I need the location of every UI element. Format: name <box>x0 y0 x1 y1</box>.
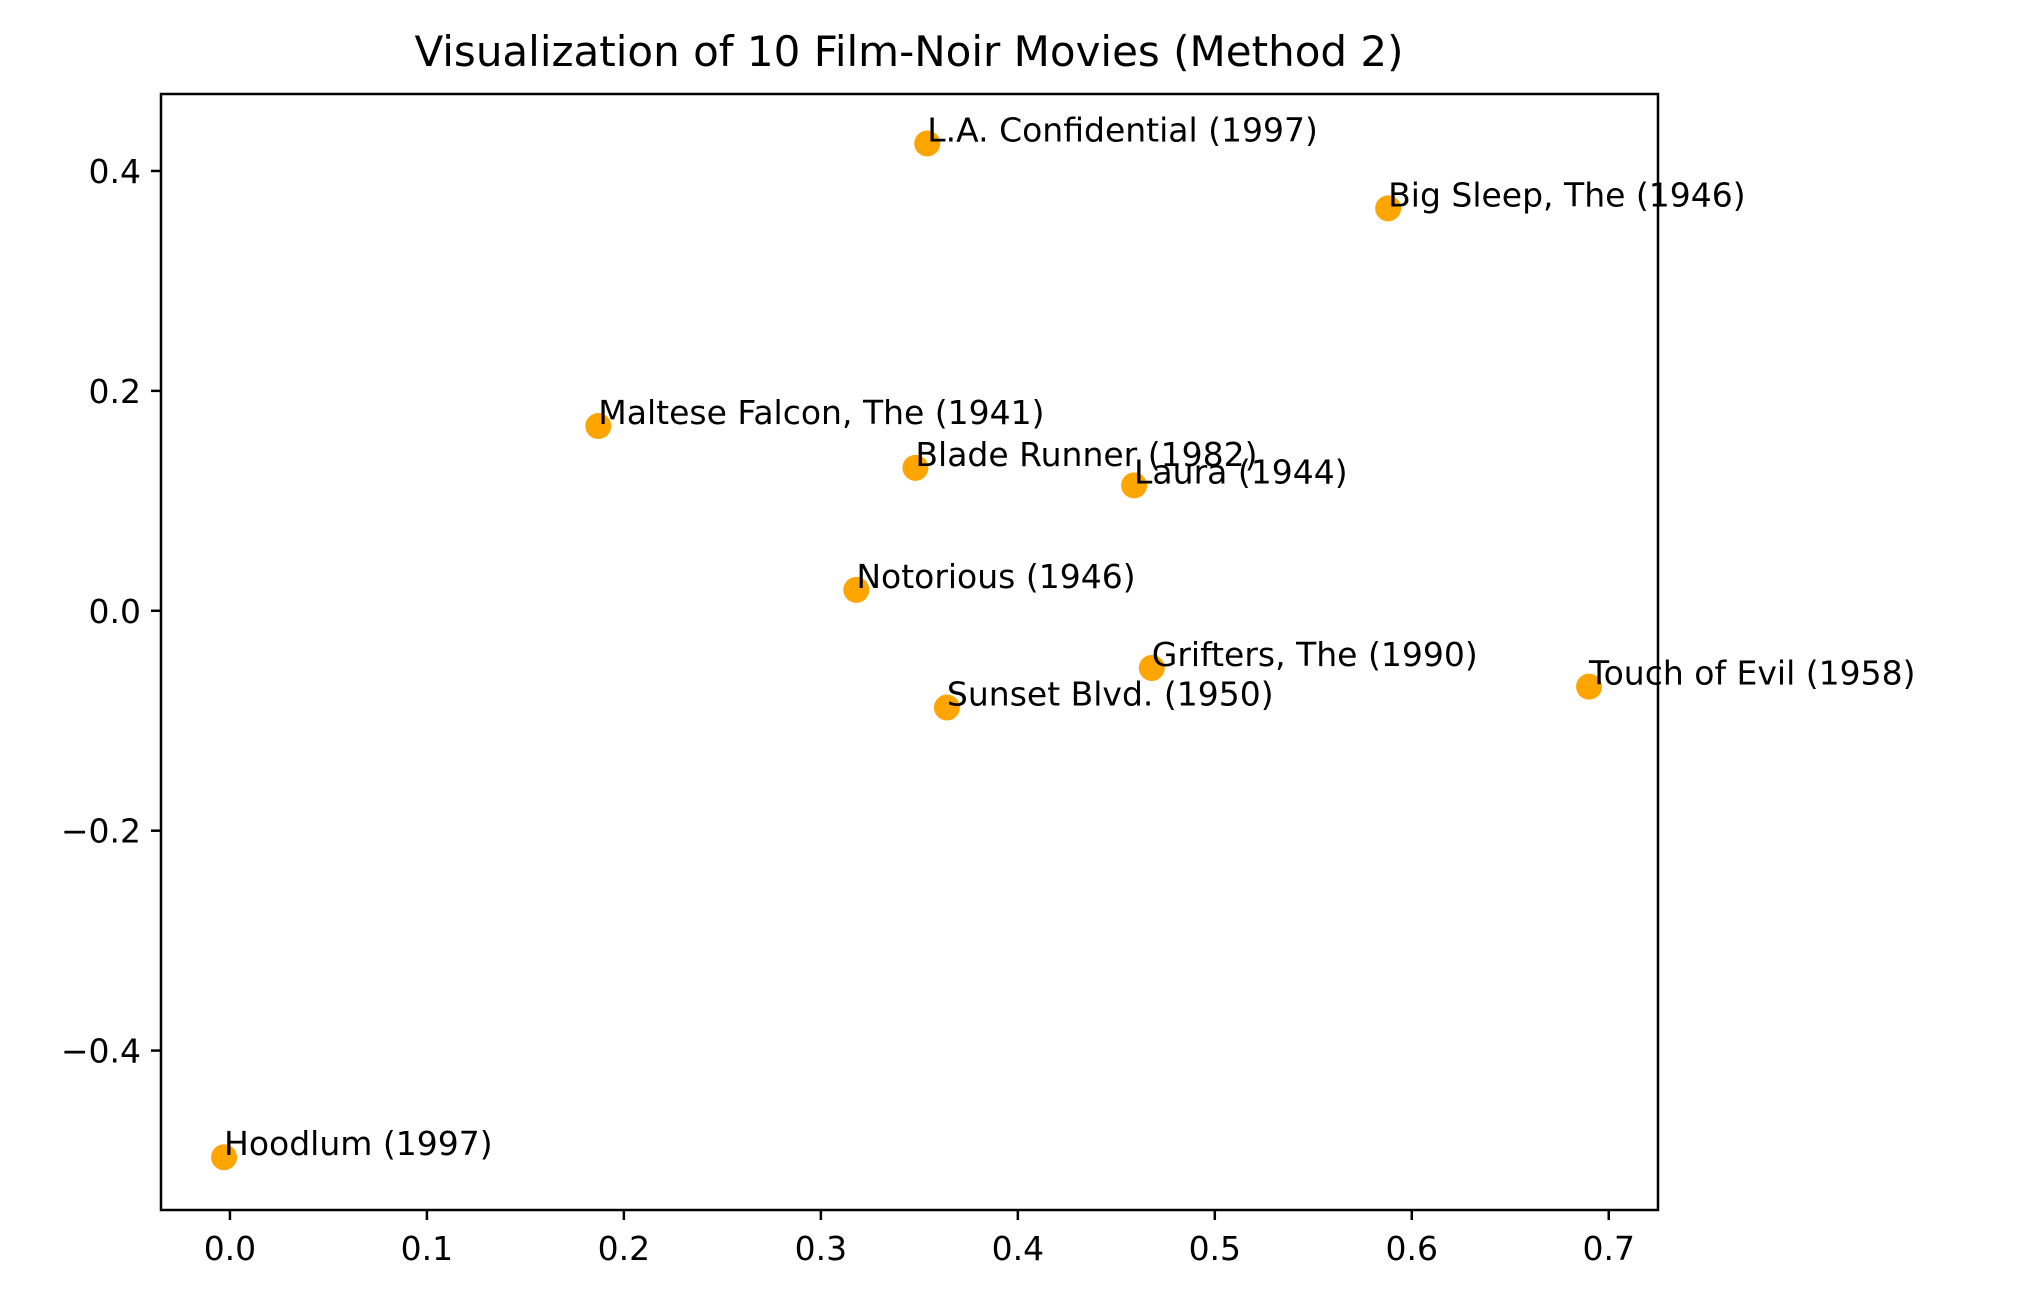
y-tick-label: −0.2 <box>61 812 141 851</box>
point-label: Hoodlum (1997) <box>224 1124 493 1163</box>
point-label: L.A. Confidential (1997) <box>927 110 1318 149</box>
scatter-point <box>1576 673 1603 700</box>
x-axis: 0.0 0.1 0.2 0.3 0.4 0.5 0.6 0.7 <box>204 1210 1635 1268</box>
x-tick-label: 0.1 <box>401 1229 453 1268</box>
x-tick-label: 0.3 <box>795 1229 847 1268</box>
scatter-point <box>1138 654 1165 681</box>
scatter-point <box>933 694 960 721</box>
y-tick-label: 0.4 <box>89 152 141 191</box>
scatter-point <box>211 1144 238 1171</box>
y-axis: −0.4 −0.2 0.0 0.2 0.4 <box>61 152 161 1071</box>
x-tick-label: 0.6 <box>1386 1229 1438 1268</box>
y-tick-label: 0.2 <box>89 372 141 411</box>
x-tick-label: 0.5 <box>1189 1229 1241 1268</box>
scatter-point <box>1375 195 1402 222</box>
point-label: Big Sleep, The (1946) <box>1388 175 1746 214</box>
point-label: Notorious (1946) <box>856 557 1135 596</box>
y-tick-label: 0.0 <box>89 592 141 631</box>
point-label: Touch of Evil (1958) <box>1588 654 1915 693</box>
chart-title: Visualization of 10 Film-Noir Movies (Me… <box>414 27 1403 76</box>
y-tick-label: −0.4 <box>61 1032 141 1071</box>
point-label: Sunset Blvd. (1950) <box>947 675 1274 714</box>
point-labels: L.A. Confidential (1997) Big Sleep, The (… <box>224 110 1915 1163</box>
point-label: Laura (1944) <box>1134 452 1348 491</box>
scatter-points <box>211 130 1603 1171</box>
x-tick-label: 0.2 <box>598 1229 650 1268</box>
point-label: Blade Runner (1982) <box>915 435 1257 474</box>
scatter-point <box>902 454 929 481</box>
x-tick-label: 0.4 <box>992 1229 1044 1268</box>
point-label: Maltese Falcon, The (1941) <box>598 393 1044 432</box>
x-tick-label: 0.7 <box>1583 1229 1635 1268</box>
plot-frame <box>159 92 1660 1212</box>
x-tick-label: 0.0 <box>204 1229 256 1268</box>
point-label: Grifters, The (1990) <box>1152 635 1478 674</box>
scatter-point <box>1121 472 1148 499</box>
scatter-point <box>843 576 870 603</box>
scatter-point <box>914 130 941 157</box>
scatter-point <box>585 413 612 440</box>
